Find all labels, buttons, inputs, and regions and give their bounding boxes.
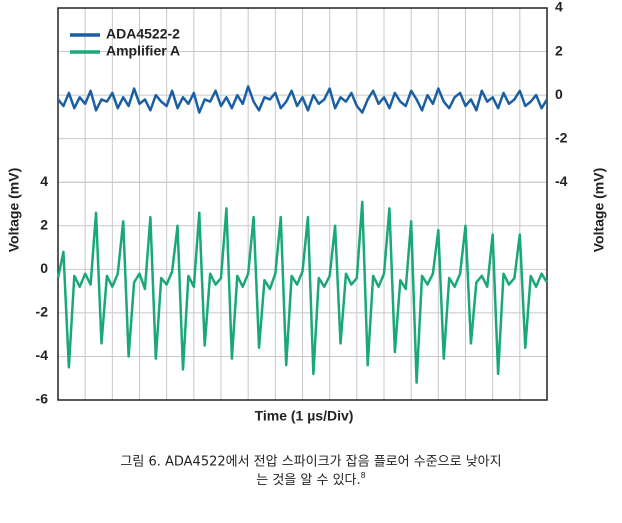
y2-tick-label: 4 [555, 0, 563, 15]
y2-tick-label: -2 [555, 129, 568, 145]
plot-frame [57, 7, 548, 401]
y-tick-label: 4 [40, 173, 48, 189]
series-line [57, 85, 549, 114]
footnote: 8 [361, 471, 366, 480]
caption: 는 것을 알 수 있다. [256, 473, 360, 488]
y-tick-label: -6 [36, 391, 49, 407]
y2-tick-label: 2 [555, 42, 563, 58]
y2-tick-label: -4 [555, 173, 568, 189]
series-line [56, 200, 549, 384]
y-tick-label: -4 [36, 347, 49, 363]
caption: 는 것을 알 수 있다.8 [256, 471, 365, 488]
y-tick-label: 0 [40, 260, 48, 276]
y2-axis-label: Voltage (mV) [591, 168, 607, 253]
y-tick-label: 2 [40, 216, 48, 232]
legend-label: Amplifier A [106, 43, 180, 59]
caption: 그림 6. ADA4522에서 전압 스파이크가 잡음 플로어 수준으로 낮아지 [120, 455, 501, 470]
y-axis-label: Voltage (mV) [6, 168, 22, 253]
legend-label: ADA4522-2 [106, 26, 180, 42]
y-tick-label: -2 [36, 304, 49, 320]
y2-tick-label: 0 [555, 86, 563, 102]
x-axis-label: Time (1 µs/Div) [255, 408, 354, 424]
